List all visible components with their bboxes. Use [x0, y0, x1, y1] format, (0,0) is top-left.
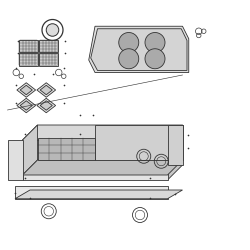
Polygon shape	[20, 85, 32, 95]
Polygon shape	[37, 98, 56, 113]
Circle shape	[119, 32, 139, 52]
Bar	[40, 54, 58, 66]
Polygon shape	[37, 83, 56, 97]
Bar	[40, 40, 58, 52]
Polygon shape	[168, 125, 182, 165]
Polygon shape	[20, 101, 32, 110]
Polygon shape	[17, 83, 36, 97]
Bar	[20, 54, 38, 66]
Circle shape	[145, 49, 165, 69]
Polygon shape	[22, 125, 182, 140]
Polygon shape	[95, 125, 182, 160]
Polygon shape	[8, 140, 22, 180]
Polygon shape	[15, 186, 168, 199]
Polygon shape	[89, 26, 189, 72]
Polygon shape	[22, 125, 38, 175]
Polygon shape	[22, 160, 182, 175]
Circle shape	[119, 49, 139, 69]
Polygon shape	[40, 85, 52, 95]
Polygon shape	[91, 29, 187, 70]
Polygon shape	[38, 138, 95, 160]
Circle shape	[145, 32, 165, 52]
Polygon shape	[15, 190, 182, 199]
Polygon shape	[168, 125, 182, 180]
Circle shape	[46, 24, 59, 36]
Polygon shape	[17, 98, 36, 113]
Polygon shape	[40, 101, 52, 110]
Polygon shape	[22, 140, 168, 180]
Bar	[20, 40, 38, 52]
